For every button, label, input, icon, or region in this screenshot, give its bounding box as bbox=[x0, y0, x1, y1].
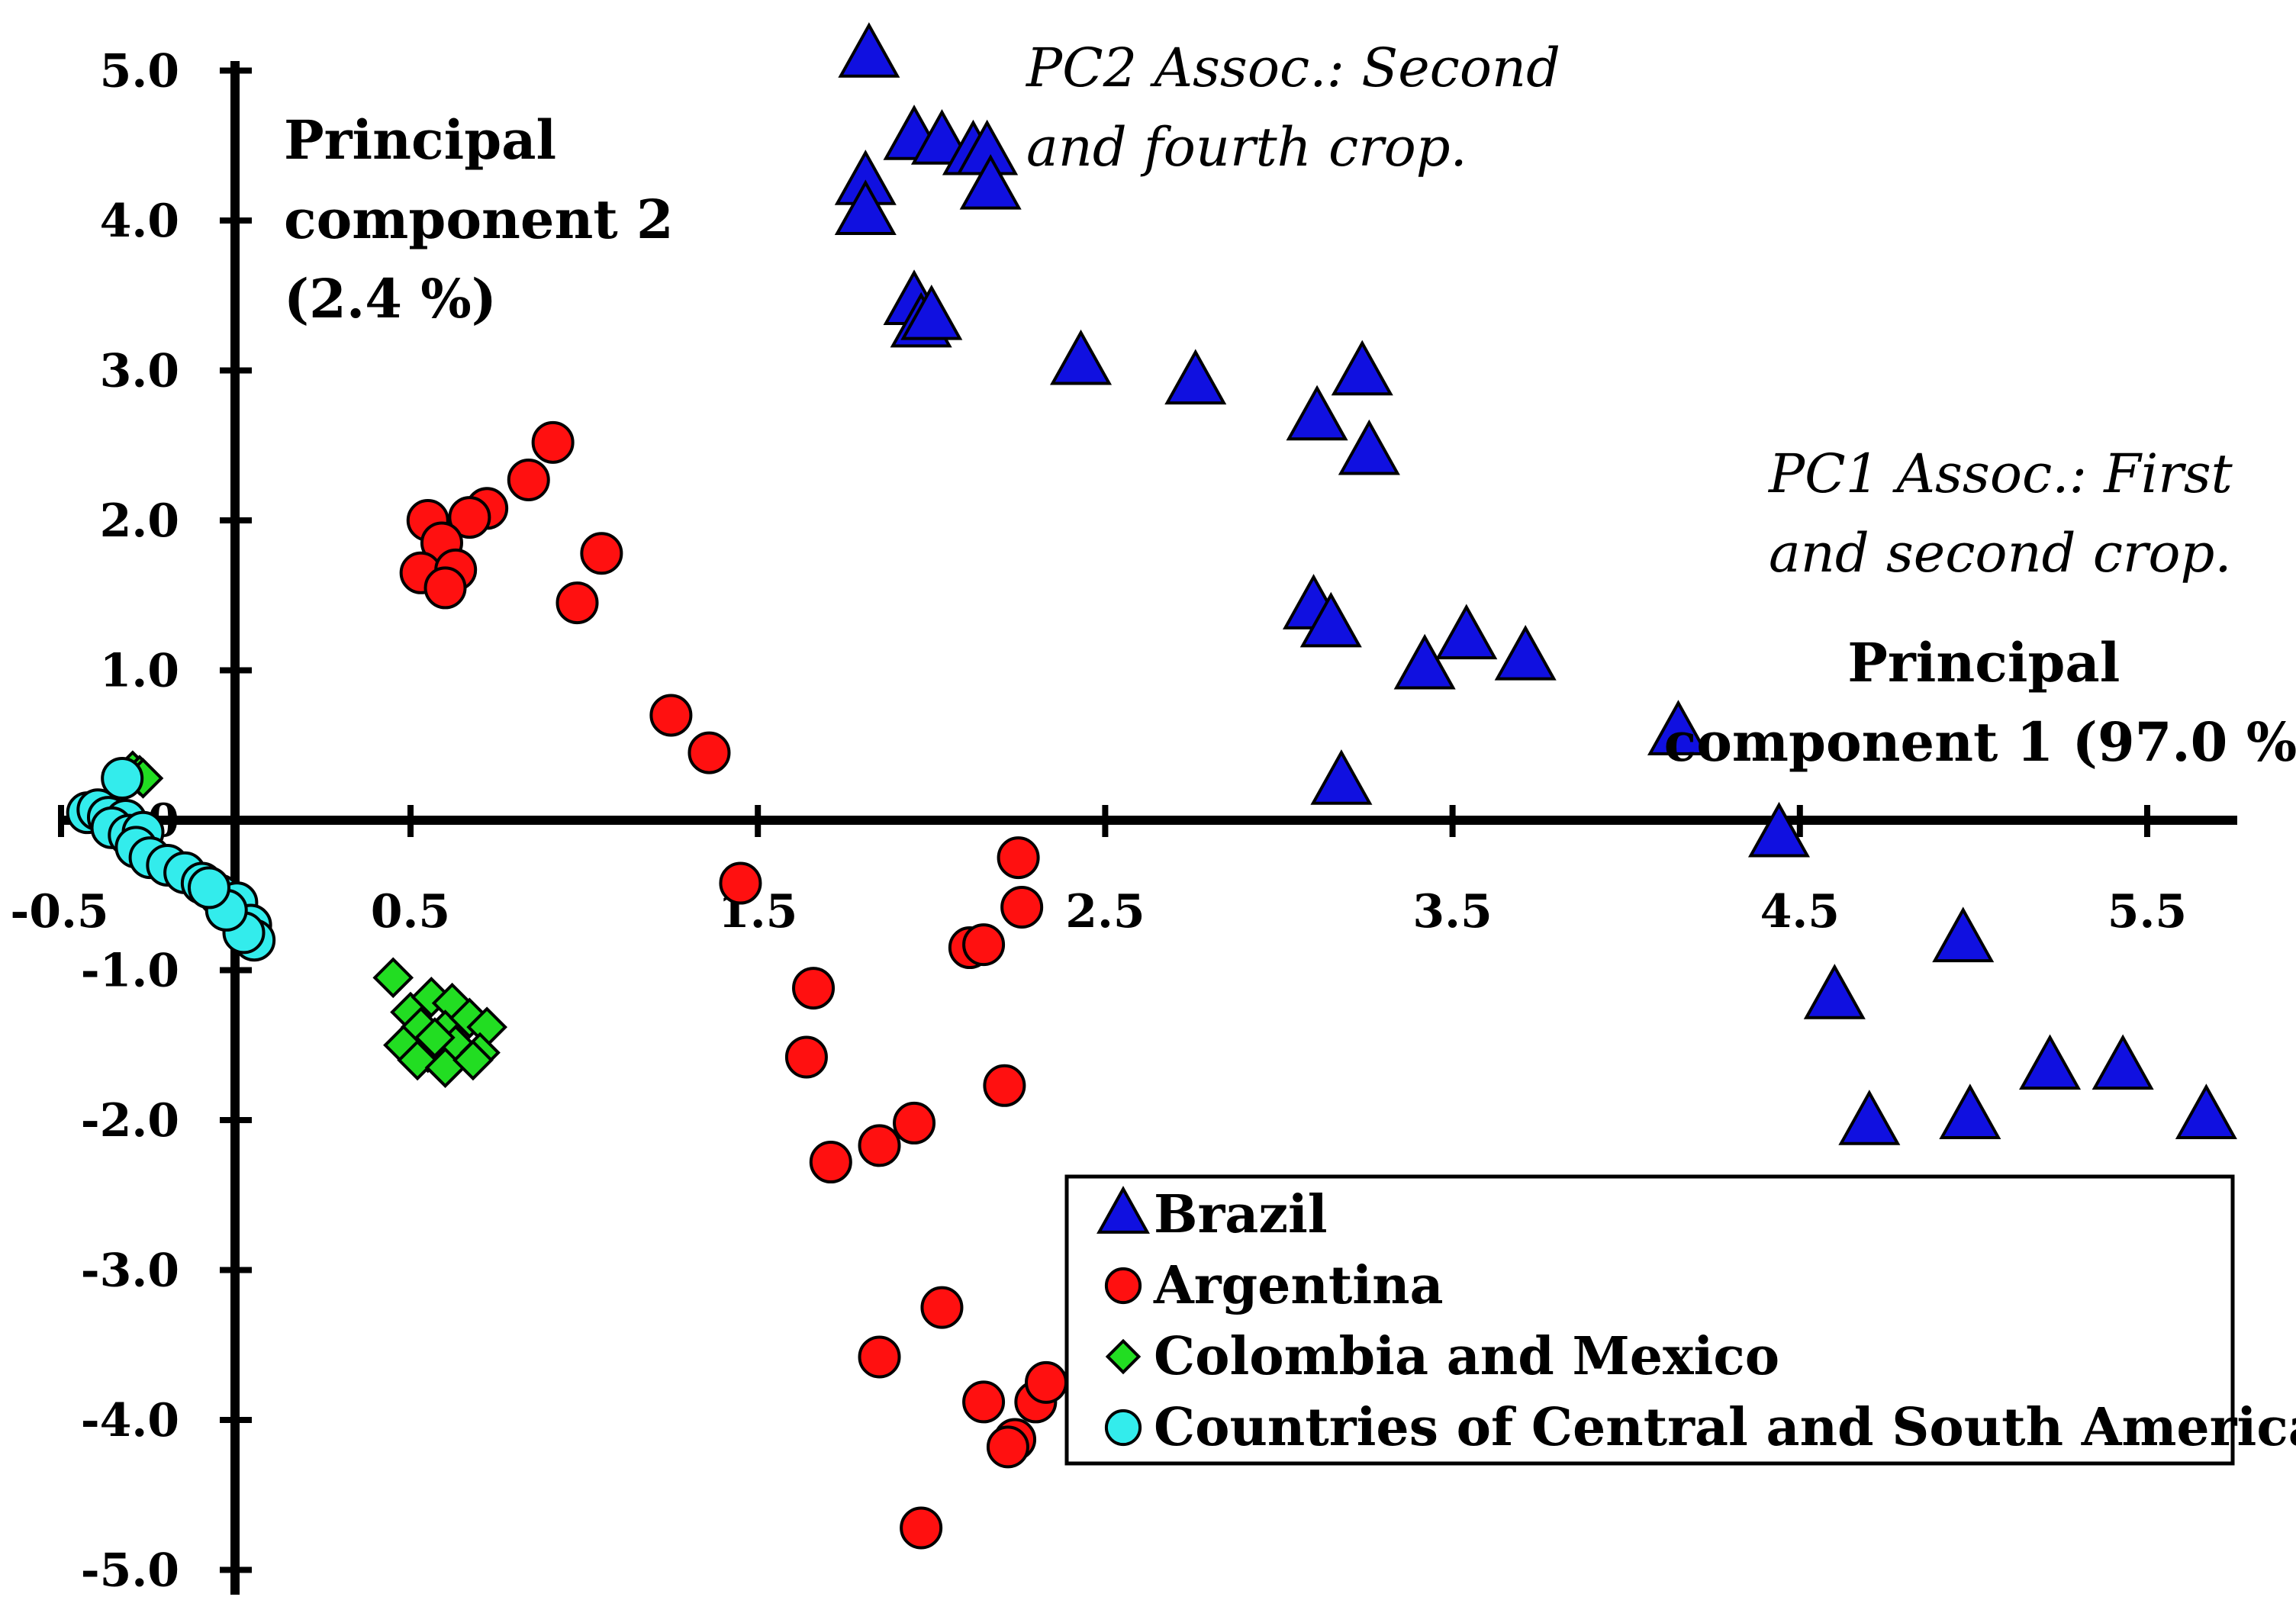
argentina-point bbox=[580, 532, 623, 575]
legend-label-countries-of-central-and-south-america: Countries of Central and South America bbox=[1154, 1397, 2296, 1458]
y-tick-label: 5.0 bbox=[100, 45, 179, 98]
brazil-point bbox=[838, 22, 900, 78]
legend: Brazil Argentina Colombia and Mexico Countr… bbox=[1064, 1174, 2296, 1466]
pc2-note-line-1: PC2 Assoc.: Second bbox=[1025, 37, 1560, 99]
y-tick-label: 3.0 bbox=[100, 345, 179, 398]
brazil-point bbox=[1932, 906, 1995, 963]
argentina-point bbox=[1000, 885, 1044, 929]
legend-label-argentina: Argentina bbox=[1153, 1255, 1444, 1316]
brazil-point bbox=[1838, 1090, 1901, 1145]
countries-of-central-and-south-america-point bbox=[101, 756, 144, 800]
brazil-point bbox=[2019, 1034, 2082, 1090]
brazil-point bbox=[1393, 633, 1456, 690]
brazil-point bbox=[1747, 801, 1811, 858]
argentina-point bbox=[688, 731, 731, 774]
brazil-point bbox=[959, 153, 1022, 210]
argentina-point bbox=[893, 1101, 936, 1145]
brazil-point bbox=[1310, 749, 1373, 805]
pc2-note-line-2: and fourth crop. bbox=[1026, 116, 1467, 179]
brazil-point bbox=[1338, 419, 1400, 475]
argentina-point bbox=[997, 836, 1040, 880]
brazil-point bbox=[2092, 1034, 2154, 1090]
pc1-note-line-2: and second crop. bbox=[1769, 522, 2232, 584]
argentina-point bbox=[900, 1506, 943, 1550]
brazil-point bbox=[1435, 604, 1498, 660]
argentina-point bbox=[448, 496, 491, 539]
legend-marker-brazil bbox=[1096, 1186, 1150, 1234]
pc2-association-note: PC2 Assoc.: Second and fourth crop. bbox=[1025, 37, 1577, 179]
brazil-point bbox=[1164, 349, 1227, 405]
legend-marker-argentina bbox=[1104, 1267, 1142, 1305]
y-tick-label: -3.0 bbox=[81, 1244, 179, 1298]
brazil-point bbox=[1286, 385, 1348, 441]
brazil-point bbox=[834, 179, 897, 236]
argentina-point bbox=[920, 1286, 964, 1329]
argentina-point bbox=[962, 923, 1006, 967]
argentina-point bbox=[423, 566, 467, 610]
y-axis-title: Principal component 2 (2.4 %) bbox=[284, 108, 692, 330]
x-tick-label: 4.5 bbox=[1760, 885, 1840, 939]
argentina-point bbox=[858, 1124, 901, 1167]
y-axis-title-line-1: Principal bbox=[284, 108, 556, 172]
legend-label-colombia-and-mexico: Colombia and Mexico bbox=[1154, 1326, 1779, 1387]
legend-marker-colombia-and-mexico bbox=[1105, 1338, 1142, 1375]
brazil-point bbox=[1050, 329, 1113, 385]
y-tick-label: -5.0 bbox=[81, 1544, 179, 1598]
y-axis-title-line-3: (2.4 %) bbox=[284, 267, 497, 330]
argentina-point bbox=[858, 1335, 901, 1379]
x-axis-title-line-2: component 1 (97.0 %) bbox=[1664, 710, 2296, 774]
legend-marker-countries-of-central-and-south-america bbox=[1104, 1409, 1142, 1447]
y-axis-title-line-2: component 2 bbox=[284, 188, 674, 251]
x-tick-label: 3.5 bbox=[1412, 885, 1492, 939]
brazil-point bbox=[900, 284, 963, 340]
argentina-point bbox=[1025, 1360, 1068, 1404]
pc1-note-line-1: PC1 Assoc.: First bbox=[1767, 443, 2233, 505]
legend-box bbox=[1064, 1174, 2235, 1466]
colombia-and-mexico-point bbox=[372, 957, 414, 999]
countries-of-central-and-south-america-point bbox=[187, 866, 230, 910]
colombia-and-mexico-point bbox=[414, 1017, 456, 1058]
argentina-point bbox=[962, 1380, 1006, 1424]
brazil-point bbox=[2175, 1083, 2237, 1139]
argentina-point bbox=[986, 1425, 1029, 1469]
argentina-point bbox=[555, 581, 599, 625]
argentina-point bbox=[784, 1035, 828, 1079]
argentina-point bbox=[983, 1064, 1026, 1107]
argentina-point bbox=[649, 694, 693, 737]
pc1-association-note: PC1 Assoc.: First and second crop. bbox=[1767, 443, 2249, 584]
y-tick-label: 4.0 bbox=[100, 195, 179, 248]
x-tick-label: -0.5 bbox=[10, 885, 108, 939]
y-tick-label: -1.0 bbox=[81, 945, 179, 998]
y-tick-label: 1.0 bbox=[100, 645, 179, 698]
x-tick-label: 2.5 bbox=[1065, 885, 1145, 939]
brazil-point bbox=[1494, 624, 1557, 681]
colombia-and-mexico-point bbox=[452, 1039, 494, 1081]
y-tick-label: -4.0 bbox=[81, 1394, 179, 1447]
data-points-group bbox=[66, 22, 2237, 1550]
brazil-point bbox=[1647, 700, 1710, 755]
legend-label-brazil: Brazil bbox=[1154, 1184, 1328, 1245]
x-axis-title-line-1: Principal bbox=[1847, 631, 2120, 694]
argentina-point bbox=[531, 420, 575, 464]
argentina-point bbox=[809, 1141, 852, 1184]
x-axis-title: Principal component 1 (97.0 %) bbox=[1664, 631, 2296, 774]
brazil-point bbox=[1803, 964, 1866, 1019]
y-tick-label: -2.0 bbox=[81, 1094, 179, 1148]
brazil-point bbox=[1331, 340, 1393, 396]
argentina-point bbox=[719, 861, 762, 905]
argentina-point bbox=[792, 967, 836, 1010]
brazil-point bbox=[1299, 591, 1362, 648]
legend-items: Brazil Argentina Colombia and Mexico Countr… bbox=[1096, 1184, 2296, 1458]
axes-group bbox=[61, 61, 2237, 1595]
x-tick-label: 5.5 bbox=[2108, 885, 2187, 939]
y-tick-label: 2.0 bbox=[100, 494, 179, 548]
brazil-point bbox=[1939, 1083, 2001, 1139]
argentina-point bbox=[507, 458, 550, 501]
x-tick-label: 0.5 bbox=[371, 885, 450, 939]
